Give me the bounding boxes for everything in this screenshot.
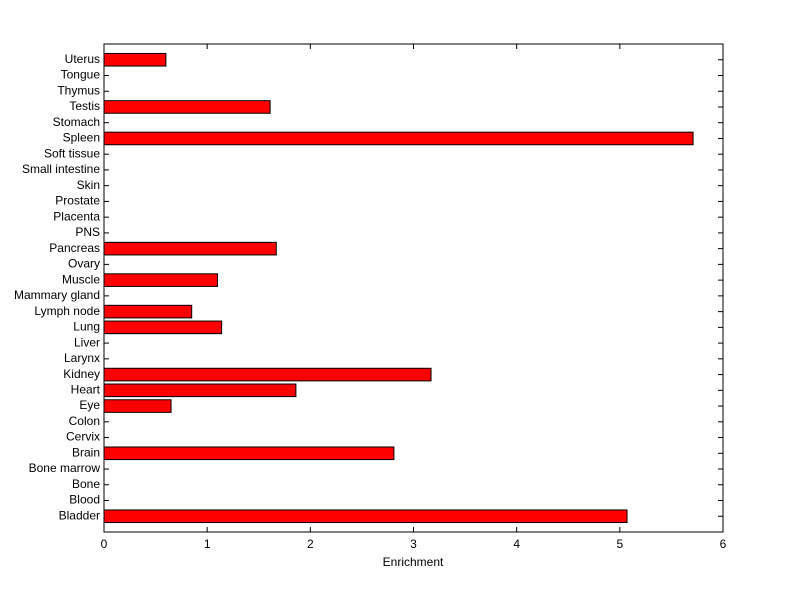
bar bbox=[103, 446, 395, 461]
y-tick-label: Small intestine bbox=[22, 162, 100, 176]
x-tick-label: 4 bbox=[513, 537, 520, 551]
bar bbox=[103, 52, 167, 67]
y-tick-label: Stomach bbox=[53, 115, 100, 129]
x-tick-label: 1 bbox=[204, 537, 211, 551]
y-tick-label: Larynx bbox=[64, 351, 100, 365]
y-tick-label: Soft tissue bbox=[44, 146, 100, 160]
y-tick-label: Mammary gland bbox=[14, 288, 100, 302]
y-tick-label: Blood bbox=[69, 493, 100, 507]
y-tick-label: Liver bbox=[74, 335, 100, 349]
y-tick-label: Testis bbox=[69, 99, 100, 113]
x-tick-label: 5 bbox=[616, 537, 623, 551]
bar bbox=[103, 241, 277, 256]
y-tick-label: Uterus bbox=[65, 52, 100, 66]
y-tick-label: Bone marrow bbox=[29, 461, 101, 475]
x-tick-label: 0 bbox=[101, 537, 108, 551]
y-tick-label: Eye bbox=[79, 398, 100, 412]
y-tick-label: Kidney bbox=[63, 367, 100, 381]
bar bbox=[103, 367, 432, 382]
bar bbox=[103, 131, 694, 146]
x-tick-label: 3 bbox=[410, 537, 417, 551]
y-tick-label: Brain bbox=[72, 445, 100, 459]
bar bbox=[103, 304, 193, 319]
bar bbox=[103, 100, 271, 114]
y-tick-label: Muscle bbox=[62, 272, 100, 286]
bar bbox=[103, 320, 223, 335]
y-tick-label: Lymph node bbox=[34, 304, 100, 318]
x-axis-label: Enrichment bbox=[383, 555, 444, 569]
y-tick-label: Bladder bbox=[59, 508, 100, 522]
y-tick-label: Placenta bbox=[53, 209, 100, 223]
y-tick-label: Thymus bbox=[57, 83, 100, 97]
y-tick-label: Skin bbox=[77, 178, 100, 192]
y-tick-label: Heart bbox=[71, 382, 101, 396]
y-tick-label: Prostate bbox=[55, 194, 100, 208]
y-tick-label: Tongue bbox=[61, 68, 101, 82]
y-tick-label: Bone bbox=[72, 477, 100, 491]
bar bbox=[103, 383, 297, 398]
y-tick-label: Lung bbox=[73, 320, 100, 334]
y-tick-label: Cervix bbox=[66, 430, 100, 444]
y-tick-label: Pancreas bbox=[49, 241, 100, 255]
x-tick-label: 2 bbox=[307, 537, 314, 551]
y-tick-label: Spleen bbox=[63, 131, 100, 145]
bar bbox=[103, 273, 218, 287]
y-tick-label: PNS bbox=[75, 225, 100, 239]
y-tick-label: Ovary bbox=[68, 257, 100, 271]
x-tick-label: 6 bbox=[720, 537, 727, 551]
bar bbox=[103, 509, 628, 524]
bar bbox=[103, 399, 172, 413]
y-tick-label: Colon bbox=[69, 414, 100, 428]
